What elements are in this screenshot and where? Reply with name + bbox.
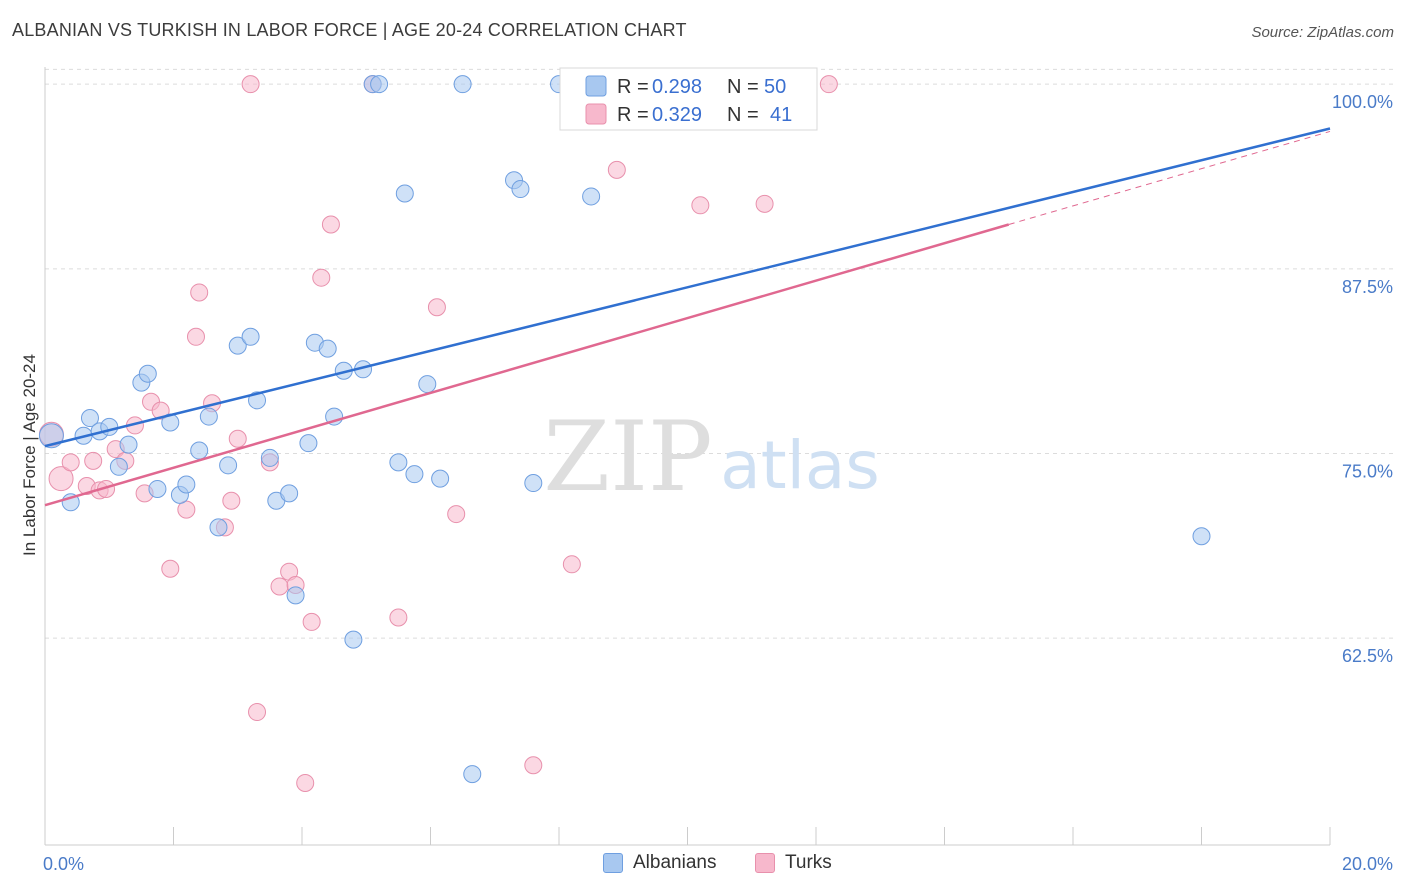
turks-point-12 bbox=[151, 401, 170, 420]
ticks-layer: 62.5% 75.0% 87.5% 100.0% 0.0% 20.0% bbox=[43, 92, 1393, 874]
turks-point-33 bbox=[427, 298, 446, 317]
y-tick-label-1: 75.0% bbox=[1342, 462, 1393, 482]
turks-point-27 bbox=[296, 773, 315, 792]
turks-point-37 bbox=[607, 160, 626, 179]
turks-point-21 bbox=[241, 75, 260, 94]
turks-point-35 bbox=[524, 756, 543, 775]
albanians-point-9 bbox=[138, 364, 157, 383]
albanians-swatch bbox=[603, 853, 623, 873]
albanians-point-37 bbox=[418, 375, 437, 394]
axis-layer bbox=[44, 67, 1331, 846]
albanians-trend-line bbox=[44, 127, 1331, 448]
legend-turks-r-label: R = bbox=[617, 104, 649, 126]
albanians-point-30 bbox=[344, 630, 363, 649]
turks-point-24 bbox=[270, 577, 289, 596]
bottom-legend: Albanians Turks bbox=[0, 852, 1406, 878]
albanians-points bbox=[38, 75, 1211, 784]
turks-point-16 bbox=[190, 283, 209, 302]
albanians-point-21 bbox=[260, 448, 279, 467]
albanians-point-35 bbox=[395, 184, 414, 203]
turks-point-4 bbox=[84, 451, 103, 470]
watermark-atlas: atlas bbox=[720, 427, 880, 504]
turks-swatch bbox=[755, 853, 775, 873]
x-tick-label-1: 20.0% bbox=[1342, 854, 1393, 874]
watermark-zip: ZIP bbox=[543, 401, 712, 513]
albanians-point-15 bbox=[199, 407, 218, 426]
albanians-point-23 bbox=[280, 484, 299, 503]
albanians-point-47 bbox=[1192, 527, 1211, 546]
albanians-point-38 bbox=[431, 469, 450, 488]
albanians-point-3 bbox=[80, 409, 99, 428]
turks-point-32 bbox=[389, 608, 408, 627]
albanians-point-14 bbox=[190, 441, 209, 460]
albanians-point-18 bbox=[228, 336, 247, 355]
turks-point-36 bbox=[562, 555, 581, 574]
bottom-legend-turks: Turks bbox=[755, 852, 832, 874]
chart-title: ALBANIAN VS TURKISH IN LABOR FORCE | AGE… bbox=[12, 20, 687, 40]
turks-point-1 bbox=[48, 466, 74, 492]
albanians-point-40 bbox=[463, 765, 482, 784]
y-tick-label-3: 100.0% bbox=[1332, 92, 1393, 112]
legend-albanians-r-value: 0.298 bbox=[652, 76, 702, 98]
albanians-point-36 bbox=[405, 465, 424, 484]
albanians-point-45 bbox=[582, 187, 601, 206]
turks-point-34 bbox=[447, 505, 466, 524]
turks-point-28 bbox=[302, 612, 321, 631]
legend-albanians-n-value: 50 bbox=[764, 76, 786, 98]
albanians-point-13 bbox=[177, 475, 196, 494]
turks-point-15 bbox=[186, 327, 205, 346]
turks-point-22 bbox=[248, 703, 267, 722]
turks-point-30 bbox=[321, 215, 340, 234]
albanians-point-19 bbox=[241, 327, 260, 346]
y-tick-label-0: 62.5% bbox=[1342, 646, 1393, 666]
albanians-point-25 bbox=[299, 434, 318, 453]
turks-points bbox=[38, 75, 838, 792]
bottom-legend-albanians-label: Albanians bbox=[633, 852, 717, 873]
turks-trend-line bbox=[44, 223, 1010, 507]
y-tick-label-2: 87.5% bbox=[1342, 277, 1393, 297]
albanians-point-17 bbox=[219, 456, 238, 475]
albanians-point-10 bbox=[148, 479, 167, 498]
albanians-point-16 bbox=[209, 518, 228, 537]
albanians-point-20 bbox=[248, 391, 267, 410]
albanians-point-33 bbox=[370, 75, 389, 94]
source-label: Source: ZipAtlas.com bbox=[1251, 24, 1394, 41]
grid-layer bbox=[45, 68, 1395, 639]
turks-point-2 bbox=[61, 453, 80, 472]
legend-albanians-n-label: N = bbox=[727, 76, 759, 98]
turks-point-19 bbox=[222, 491, 241, 510]
albanians-point-39 bbox=[453, 75, 472, 94]
turks-point-20 bbox=[228, 429, 247, 448]
albanians-point-7 bbox=[119, 435, 138, 454]
legend-swatch-albanians bbox=[585, 75, 607, 97]
turks-point-40 bbox=[819, 75, 838, 94]
albanians-point-24 bbox=[286, 586, 305, 605]
bottom-legend-turks-label: Turks bbox=[785, 852, 832, 873]
albanians-point-34 bbox=[389, 453, 408, 472]
bottom-legend-albanians: Albanians bbox=[603, 852, 716, 874]
legend-turks-n-value: 41 bbox=[770, 104, 792, 126]
albanians-point-43 bbox=[524, 474, 543, 493]
turks-trend-extension bbox=[1008, 130, 1331, 225]
turks-point-29 bbox=[312, 268, 331, 287]
x-tick-label-0: 0.0% bbox=[43, 854, 84, 874]
legend-swatch-turks bbox=[585, 103, 607, 125]
albanians-point-27 bbox=[318, 339, 337, 358]
legend-turks-n-label: N = bbox=[727, 104, 759, 126]
turks-point-39 bbox=[755, 194, 774, 213]
legend-turks-r-value: 0.329 bbox=[652, 104, 702, 126]
legend-albanians-r-label: R = bbox=[617, 76, 649, 98]
turks-point-13 bbox=[161, 559, 180, 578]
legend-box: R = 0.298 N = 50 R = 0.329 N = 41 bbox=[559, 67, 818, 131]
turks-point-38 bbox=[691, 196, 710, 215]
albanians-point-6 bbox=[109, 457, 128, 476]
trend-layer bbox=[44, 127, 1331, 507]
albanians-point-42 bbox=[511, 180, 530, 199]
